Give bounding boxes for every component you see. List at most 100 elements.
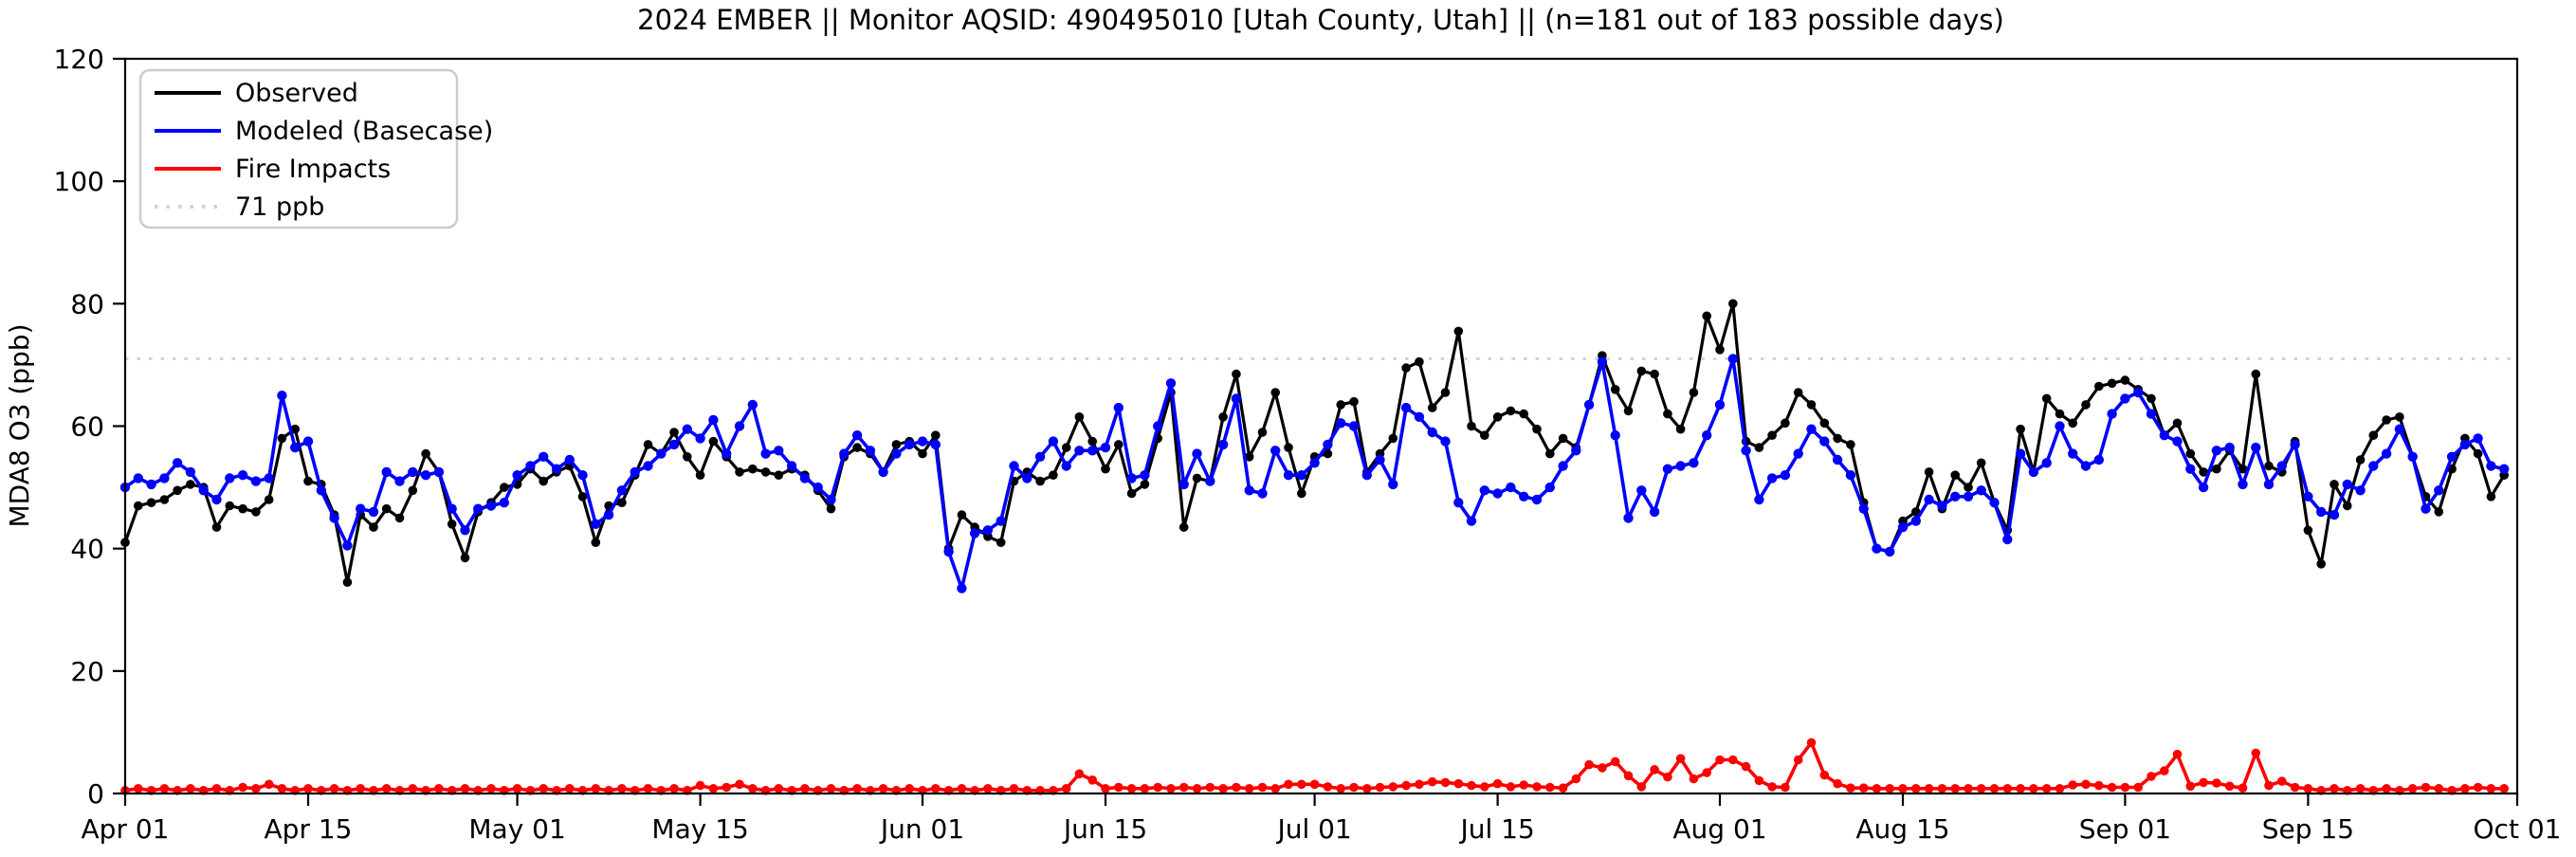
data-point xyxy=(1217,439,1229,450)
data-point xyxy=(1780,470,1791,481)
y-tick-label: 100 xyxy=(54,166,104,197)
legend-item-observed: Observed xyxy=(155,79,358,108)
data-point xyxy=(683,452,692,462)
data-point xyxy=(748,464,758,474)
x-tick-label: Jun 01 xyxy=(879,813,964,845)
data-point xyxy=(500,483,509,492)
data-point xyxy=(774,784,784,793)
data-point xyxy=(1166,784,1176,793)
data-point xyxy=(1061,784,1071,793)
data-point xyxy=(1492,488,1503,499)
data-point xyxy=(2185,448,2196,459)
data-point xyxy=(2198,482,2209,493)
data-point xyxy=(983,784,993,793)
data-point xyxy=(591,519,601,529)
data-point xyxy=(2172,749,2183,759)
data-point xyxy=(512,784,522,793)
data-point xyxy=(1663,409,1672,419)
data-point xyxy=(2329,509,2340,520)
data-point xyxy=(748,784,758,793)
data-point xyxy=(1545,448,1555,459)
data-point xyxy=(852,784,862,793)
y-tick-label: 0 xyxy=(87,778,104,810)
data-point xyxy=(1675,424,1686,434)
data-point xyxy=(1545,782,1555,793)
data-point xyxy=(1715,755,1725,765)
data-point xyxy=(146,498,156,507)
data-point xyxy=(930,439,941,450)
data-point xyxy=(1035,476,1045,486)
data-point xyxy=(1061,443,1071,452)
data-point xyxy=(1754,775,1764,786)
data-point xyxy=(1793,388,1803,397)
data-point xyxy=(1349,396,1359,407)
data-point xyxy=(643,784,653,793)
data-point xyxy=(1100,442,1111,453)
data-point xyxy=(1519,780,1528,790)
data-point xyxy=(1440,436,1451,447)
data-point xyxy=(2263,479,2275,490)
data-point xyxy=(512,470,522,481)
data-point xyxy=(1506,482,1516,493)
data-point xyxy=(1728,299,1738,309)
data-point xyxy=(1597,356,1608,367)
data-point xyxy=(2251,442,2261,453)
data-point xyxy=(251,507,261,517)
data-point xyxy=(565,784,575,793)
data-point xyxy=(2199,777,2208,788)
data-point xyxy=(774,446,784,456)
data-point xyxy=(1964,784,1973,793)
data-point xyxy=(722,448,732,459)
data-point xyxy=(1480,430,1489,441)
y-tick-label: 80 xyxy=(70,288,104,319)
data-point xyxy=(957,510,967,520)
data-point xyxy=(499,498,509,508)
data-point xyxy=(1232,369,1241,379)
data-point xyxy=(800,784,810,793)
data-point xyxy=(2459,439,2471,450)
data-point xyxy=(1702,311,1711,321)
data-point xyxy=(2277,776,2287,786)
data-point xyxy=(2407,451,2418,462)
data-point xyxy=(1702,768,1711,777)
x-tick-label: Apr 01 xyxy=(82,813,170,845)
data-point xyxy=(539,476,548,486)
x-tick-label: Sep 15 xyxy=(2262,813,2354,845)
data-point xyxy=(1074,769,1085,779)
legend-item-modeled-basecase-: Modeled (Basecase) xyxy=(155,117,493,146)
data-point xyxy=(1401,363,1411,373)
data-point xyxy=(1571,774,1581,784)
data-point xyxy=(303,476,313,486)
data-point xyxy=(1479,485,1490,496)
data-point xyxy=(1989,498,2000,508)
data-point xyxy=(643,440,653,449)
data-point xyxy=(2107,409,2117,419)
data-point xyxy=(2120,375,2130,385)
data-point xyxy=(918,448,927,459)
data-point xyxy=(1192,448,1202,459)
data-point xyxy=(1558,433,1568,444)
data-point xyxy=(1531,494,1543,505)
data-point xyxy=(134,784,143,793)
data-point xyxy=(1714,399,1726,410)
legend-item-71-ppb: 71 ppb xyxy=(155,192,324,222)
data-point xyxy=(1506,782,1516,792)
data-point xyxy=(159,784,170,793)
data-point xyxy=(2133,782,2143,793)
data-point xyxy=(2368,461,2379,471)
series-line xyxy=(123,301,2506,584)
data-point xyxy=(2264,780,2274,791)
data-point xyxy=(1532,782,1542,792)
data-point xyxy=(146,479,156,490)
data-point xyxy=(1296,470,1307,481)
data-point xyxy=(1388,782,1398,792)
data-point xyxy=(891,448,902,459)
data-point xyxy=(133,473,143,483)
data-point xyxy=(2316,559,2326,569)
data-point xyxy=(1806,424,1817,434)
data-point xyxy=(1623,513,1634,523)
x-tick-label: Aug 01 xyxy=(1672,813,1766,845)
x-tick-label: Jul 01 xyxy=(1275,813,1351,845)
data-point xyxy=(2016,424,2025,434)
data-point xyxy=(1297,488,1306,499)
